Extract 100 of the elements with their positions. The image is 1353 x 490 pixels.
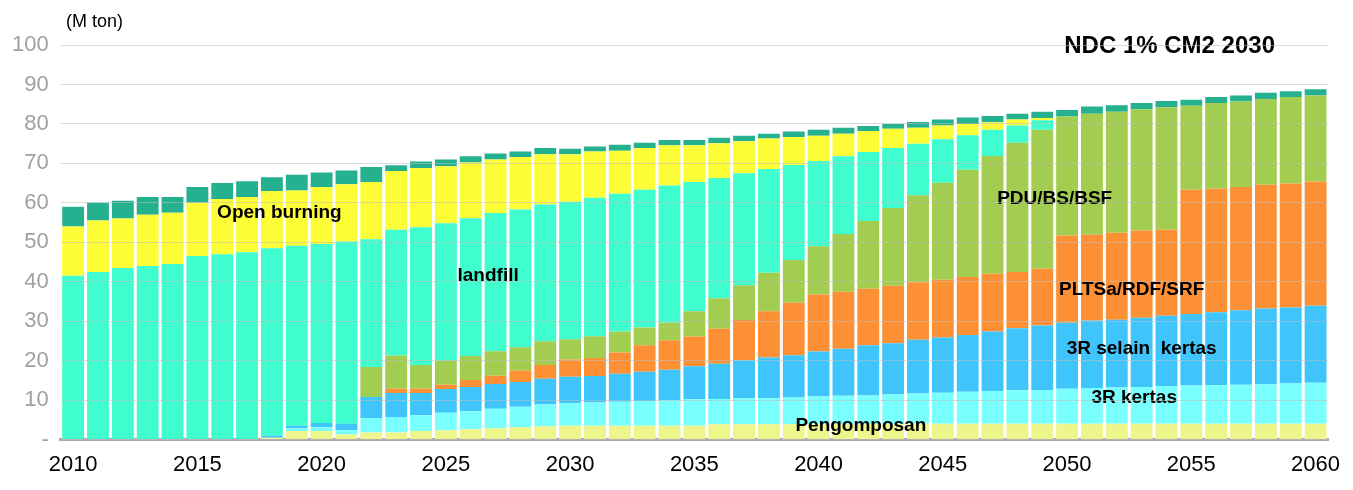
- bar: [757, 272, 780, 312]
- bar: [1304, 89, 1327, 96]
- x-tick-label: 2055: [1166, 450, 1216, 476]
- bar: [559, 403, 582, 426]
- bar: [1279, 307, 1302, 384]
- y-tick-label: 10: [24, 386, 49, 412]
- bar: [1304, 181, 1327, 306]
- bar: [310, 172, 333, 188]
- bar: [1155, 423, 1178, 440]
- bar: [807, 135, 830, 162]
- bar: [882, 128, 905, 148]
- y-tick-label: 40: [24, 267, 49, 293]
- bar: [186, 256, 209, 440]
- bar: [981, 423, 1004, 440]
- bar: [484, 408, 507, 429]
- bar: [1006, 390, 1029, 424]
- bar: [608, 352, 631, 374]
- y-tick-label: 50: [24, 228, 49, 254]
- bar: [658, 140, 681, 146]
- bar: [534, 378, 557, 405]
- bar: [956, 123, 979, 136]
- bar: [708, 298, 731, 329]
- bar: [385, 165, 408, 171]
- bar: [931, 182, 954, 280]
- y-tick-label: 90: [24, 70, 49, 96]
- bar: [956, 169, 979, 278]
- bar: [509, 370, 532, 382]
- bar: [757, 357, 780, 399]
- bar: [782, 164, 805, 261]
- bar: [1031, 268, 1054, 326]
- bar: [981, 122, 1004, 130]
- bar: [1180, 385, 1203, 424]
- bar: [584, 376, 606, 403]
- bar: [882, 207, 905, 286]
- bar: [385, 388, 408, 394]
- bar: [459, 355, 482, 381]
- bar: [733, 360, 755, 399]
- bar: [434, 360, 457, 385]
- bar: [1006, 423, 1029, 440]
- bar: [161, 196, 184, 213]
- x-tick-label: 2015: [172, 450, 222, 476]
- x-tick-label: 2035: [669, 450, 719, 476]
- bar: [608, 144, 631, 151]
- bar: [260, 177, 283, 191]
- bar: [857, 151, 880, 221]
- bar: [857, 345, 880, 396]
- bar: [981, 331, 1004, 392]
- x-tick-label: 2030: [545, 450, 595, 476]
- series-label: Pengomposan: [795, 414, 927, 436]
- y-tick-label: 60: [24, 188, 49, 214]
- bar: [1006, 113, 1029, 120]
- bar: [608, 193, 631, 332]
- bar: [385, 393, 408, 418]
- bar: [1031, 389, 1054, 424]
- x-tick-label: 2010: [48, 450, 98, 476]
- bar: [931, 125, 954, 140]
- bar: [62, 275, 85, 440]
- bar: [658, 425, 681, 440]
- bar: [484, 159, 507, 214]
- bar: [931, 423, 954, 440]
- bar: [658, 369, 681, 401]
- bar: [484, 375, 507, 384]
- bar: [782, 355, 805, 398]
- bar: [633, 189, 656, 328]
- bar: [807, 294, 830, 352]
- bar: [434, 412, 457, 431]
- y-tick-label: 30: [24, 307, 49, 333]
- bar: [459, 429, 482, 440]
- chart-title: NDC 1% CM2 2030: [1064, 30, 1275, 58]
- bar: [360, 166, 383, 182]
- bar: [534, 365, 557, 379]
- bar: [1205, 423, 1228, 440]
- bar: [733, 173, 755, 286]
- bar: [907, 127, 929, 144]
- bar: [534, 147, 557, 155]
- bar: [857, 131, 880, 152]
- bar: [385, 229, 408, 356]
- bar: [385, 170, 408, 230]
- bar: [633, 371, 656, 401]
- bar: [260, 248, 283, 436]
- bar: [1180, 105, 1203, 190]
- bar: [410, 415, 432, 431]
- bar: [360, 417, 383, 433]
- bar: [956, 117, 979, 124]
- bar: [410, 227, 432, 366]
- bar: [1205, 97, 1228, 104]
- y-tick-label: -: [41, 425, 49, 451]
- bar: [236, 181, 259, 197]
- bar: [87, 220, 109, 272]
- bar: [907, 339, 929, 394]
- bar: [1230, 384, 1252, 424]
- bar: [1130, 423, 1153, 440]
- bar: [1056, 388, 1079, 424]
- bar: [608, 150, 631, 194]
- bar: [956, 423, 979, 440]
- bar: [335, 434, 358, 440]
- bar: [757, 133, 780, 139]
- bar: [1254, 384, 1277, 424]
- bar: [410, 430, 432, 440]
- bar: [509, 381, 532, 407]
